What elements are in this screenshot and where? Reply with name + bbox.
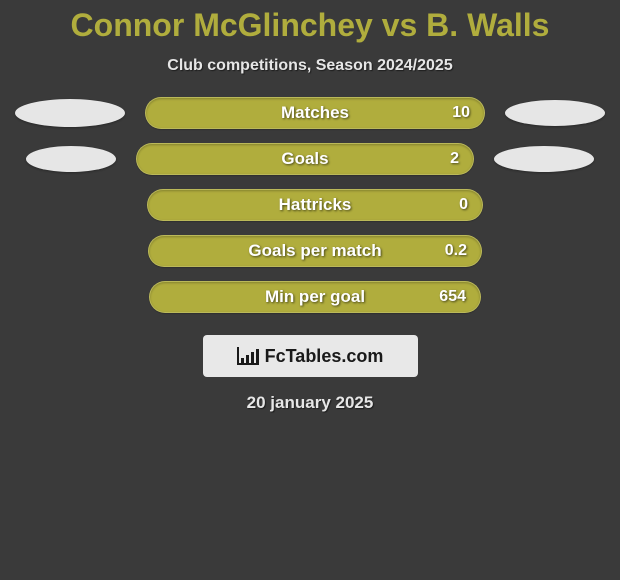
stat-label: Goals bbox=[281, 149, 328, 169]
stat-row-mpg: Min per goal 654 bbox=[0, 281, 620, 313]
chart-bar-icon bbox=[241, 358, 244, 363]
chart-bar-icon bbox=[251, 352, 254, 363]
stat-row-gpm: Goals per match 0.2 bbox=[0, 235, 620, 267]
stat-label: Goals per match bbox=[248, 241, 381, 261]
stat-row-goals: Goals 2 bbox=[0, 143, 620, 175]
comparison-container: Connor McGlinchey vs B. Walls Club compe… bbox=[0, 0, 620, 413]
stat-bar: Matches 10 bbox=[145, 97, 485, 129]
stat-value: 0.2 bbox=[445, 242, 467, 260]
stat-label: Min per goal bbox=[265, 287, 365, 307]
right-ellipse bbox=[505, 100, 605, 126]
right-ellipse bbox=[494, 146, 594, 172]
chart-bar-icon bbox=[246, 355, 249, 363]
stat-value: 0 bbox=[459, 196, 468, 214]
stat-label: Matches bbox=[281, 103, 349, 123]
left-ellipse bbox=[26, 146, 116, 172]
date-label: 20 january 2025 bbox=[247, 393, 374, 413]
stat-bar: Min per goal 654 bbox=[149, 281, 481, 313]
subtitle: Club competitions, Season 2024/2025 bbox=[167, 57, 452, 75]
stat-label: Hattricks bbox=[279, 195, 352, 215]
page-title: Connor McGlinchey vs B. Walls bbox=[71, 8, 550, 43]
stat-bar: Hattricks 0 bbox=[147, 189, 483, 221]
stat-value: 654 bbox=[439, 288, 466, 306]
stat-row-matches: Matches 10 bbox=[0, 97, 620, 129]
stat-row-hattricks: Hattricks 0 bbox=[0, 189, 620, 221]
stat-value: 2 bbox=[450, 150, 459, 168]
stat-bar: Goals 2 bbox=[136, 143, 474, 175]
logo-inner: FcTables.com bbox=[237, 346, 384, 367]
stat-value: 10 bbox=[452, 104, 470, 122]
logo-box: FcTables.com bbox=[203, 335, 418, 377]
chart-bar-icon bbox=[256, 349, 259, 363]
stats-rows: Matches 10 Goals 2 Hattricks 0 Goal bbox=[0, 97, 620, 327]
left-ellipse bbox=[15, 99, 125, 127]
stat-bar: Goals per match 0.2 bbox=[148, 235, 482, 267]
chart-icon bbox=[237, 347, 259, 365]
logo-text: FcTables.com bbox=[265, 346, 384, 367]
